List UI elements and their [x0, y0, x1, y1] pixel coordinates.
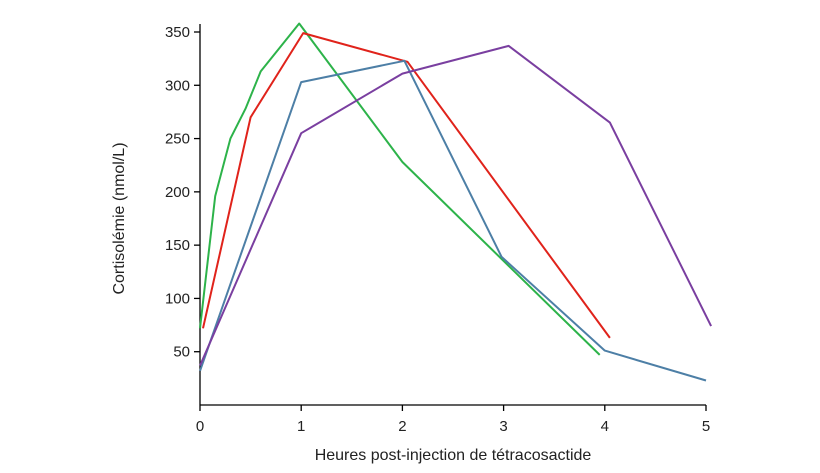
- x-axis-title: Heures post-injection de tétracosactide: [315, 447, 592, 464]
- x-tick-label: 0: [196, 418, 204, 435]
- x-tick-label: 2: [398, 418, 406, 435]
- series-line-2: [202, 32, 611, 339]
- y-tick-label: 350: [165, 24, 190, 41]
- series-lines: [199, 22, 712, 382]
- y-axis-ticks: 50 100 150 200 250 300 350: [165, 24, 200, 361]
- x-tick-label: 5: [702, 418, 710, 435]
- y-tick-label: 200: [165, 184, 190, 201]
- y-axis-title: Cortisolémie (nmol/L): [111, 142, 128, 294]
- x-axis-ticks: 0 1 2 3 4 5: [196, 405, 710, 435]
- series-line-3: [199, 59, 707, 382]
- y-tick-label: 50: [173, 344, 190, 361]
- axes: [199, 24, 706, 406]
- y-tick-label: 150: [165, 237, 190, 254]
- x-tick-label: 1: [297, 418, 305, 435]
- y-tick-label: 250: [165, 131, 190, 148]
- x-tick-label: 3: [499, 418, 507, 435]
- y-tick-label: 100: [165, 290, 190, 307]
- series-line-4: [199, 44, 712, 366]
- x-tick-label: 4: [601, 418, 609, 435]
- y-tick-label: 300: [165, 77, 190, 94]
- series-line-1: [199, 22, 601, 356]
